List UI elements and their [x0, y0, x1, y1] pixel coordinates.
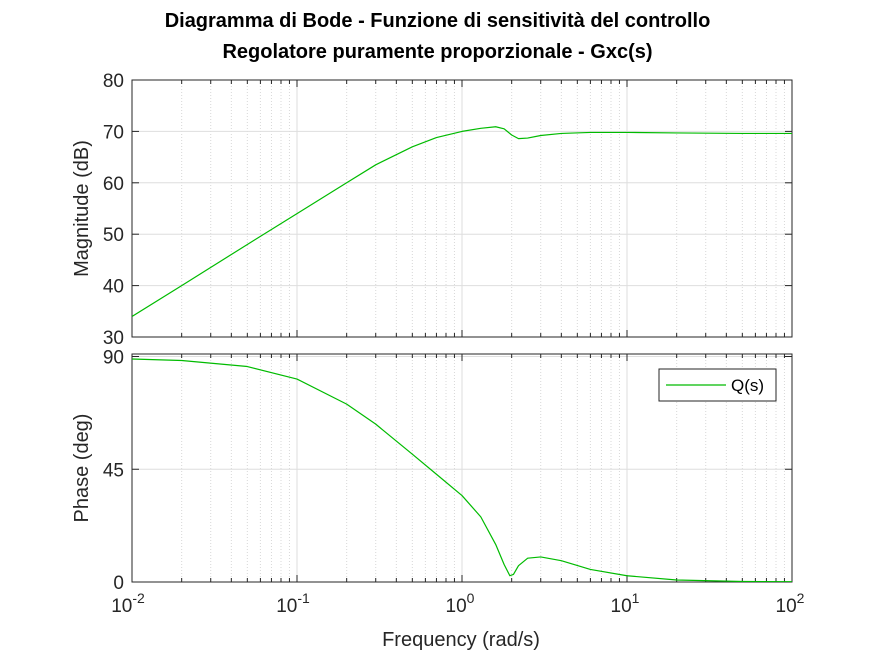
x-tick-base: 10: [446, 596, 467, 617]
y-tick-label: 80: [103, 71, 124, 92]
legend-entry-label: Q(s): [731, 376, 764, 395]
phase-panel: 0 45 90 Phase (deg) Q(s): [71, 348, 793, 594]
y-tick-label: 0: [113, 573, 124, 594]
y-axis-label: Magnitude (dB): [71, 140, 93, 277]
x-tick-exponent: 2: [797, 590, 805, 606]
x-tick-label: 102: [776, 590, 805, 617]
y-tick-label: 45: [103, 460, 124, 481]
chart-title-line-1: Diagramma di Bode - Funzione di sensitiv…: [164, 10, 711, 32]
chart-title-line-2: Regolatore puramente proporzionale - Gxc…: [222, 41, 653, 63]
x-tick-exponent: 1: [632, 590, 640, 606]
x-tick-base: 10: [776, 596, 797, 617]
x-tick-base: 10: [276, 596, 297, 617]
x-tick-base: 10: [611, 596, 632, 617]
y-tick-label: 90: [103, 348, 124, 369]
magnitude-panel: 30 40 50 60 70 80 Magnitude (dB): [71, 71, 793, 349]
phase-series-line: [132, 358, 792, 582]
x-tick-base: 10: [111, 596, 132, 617]
y-tick-label: 70: [103, 122, 124, 143]
x-tick-exponent: -1: [297, 590, 310, 606]
x-tick-exponent: 0: [467, 590, 475, 606]
legend: Q(s): [658, 368, 777, 402]
x-tick-exponent: -2: [132, 590, 145, 606]
x-tick-labels: 10-2 10-1 100 101 102: [111, 590, 804, 617]
x-tick-label: 10-2: [111, 590, 145, 617]
y-tick-label: 50: [103, 225, 124, 246]
x-tick-label: 10-1: [276, 590, 310, 617]
y-axis-label: Phase (deg): [71, 414, 93, 523]
y-tick-label: 60: [103, 174, 124, 195]
magnitude-series-line: [132, 126, 792, 317]
y-tick-label: 30: [103, 328, 124, 349]
x-tick-label: 100: [446, 590, 475, 617]
x-tick-label: 101: [611, 590, 640, 617]
x-axis-label: Frequency (rad/s): [382, 629, 540, 651]
y-tick-label: 40: [103, 277, 124, 298]
